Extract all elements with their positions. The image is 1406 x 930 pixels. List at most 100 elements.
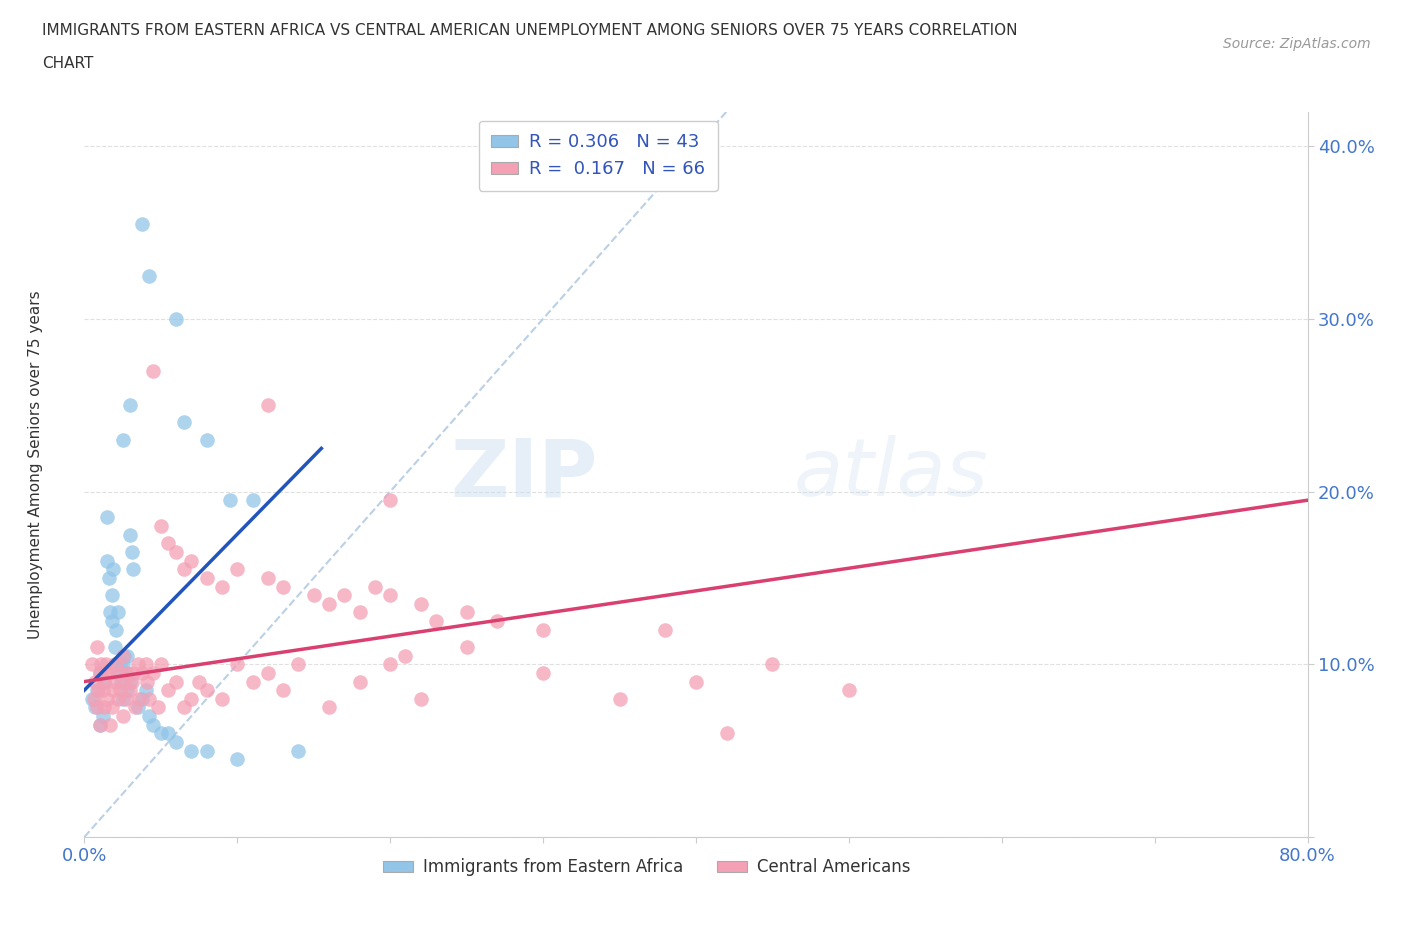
Point [84, 700, 107, 715]
Point [107, 666, 129, 681]
Point [149, 519, 172, 534]
Point [135, 657, 157, 671]
Legend: Immigrants from Eastern Africa, Central Americans: Immigrants from Eastern Africa, Central … [377, 852, 917, 883]
Point [89, 717, 111, 732]
Point [96, 691, 118, 706]
Point [115, 683, 138, 698]
Text: ZIP: ZIP [451, 435, 598, 513]
Point [180, 743, 202, 758]
Point [165, 545, 187, 560]
Point [302, 588, 325, 603]
Point [716, 726, 738, 741]
Point [112, 674, 135, 689]
Point [108, 657, 131, 671]
Point [107, 605, 129, 620]
Point [91, 683, 114, 698]
Point [89, 666, 111, 681]
Point [287, 743, 309, 758]
Point [142, 717, 165, 732]
Point [103, 562, 125, 577]
Point [380, 493, 402, 508]
Point [80, 657, 103, 671]
Text: IMMIGRANTS FROM EASTERN AFRICA VS CENTRAL AMERICAN UNEMPLOYMENT AMONG SENIORS OV: IMMIGRANTS FROM EASTERN AFRICA VS CENTRA… [42, 23, 1018, 38]
Point [318, 700, 340, 715]
Point [131, 666, 153, 681]
Text: Source: ZipAtlas.com: Source: ZipAtlas.com [1223, 37, 1371, 51]
Point [165, 674, 187, 689]
Point [96, 510, 118, 525]
Point [104, 657, 127, 671]
Point [110, 666, 132, 681]
Point [685, 674, 707, 689]
Point [138, 709, 160, 724]
Point [131, 217, 153, 232]
Point [122, 666, 145, 681]
Point [124, 700, 146, 715]
Point [486, 614, 509, 629]
Point [531, 666, 554, 681]
Point [146, 700, 169, 715]
Point [104, 640, 127, 655]
Point [111, 709, 134, 724]
Point [94, 657, 117, 671]
Point [135, 683, 157, 698]
Point [105, 622, 128, 637]
Point [114, 691, 136, 706]
Point [93, 674, 115, 689]
Point [226, 562, 249, 577]
Text: Unemployment Among Seniors over 75 years: Unemployment Among Seniors over 75 years [28, 291, 42, 639]
Point [394, 648, 416, 663]
Point [271, 683, 294, 698]
Point [349, 605, 371, 620]
Point [105, 657, 128, 671]
Point [157, 536, 180, 551]
Point [87, 683, 110, 698]
Point [654, 622, 676, 637]
Point [195, 570, 218, 585]
Point [96, 666, 118, 681]
Point [98, 717, 121, 732]
Point [165, 735, 187, 750]
Point [80, 691, 103, 706]
Point [257, 398, 280, 413]
Point [188, 674, 211, 689]
Point [257, 666, 280, 681]
Point [211, 579, 233, 594]
Point [128, 691, 150, 706]
Point [120, 398, 142, 413]
Point [97, 666, 120, 681]
Point [364, 579, 387, 594]
Point [89, 717, 111, 732]
Point [173, 562, 195, 577]
Point [380, 657, 402, 671]
Point [180, 691, 202, 706]
Point [138, 268, 160, 283]
Point [149, 726, 172, 741]
Point [115, 666, 138, 681]
Point [180, 553, 202, 568]
Point [242, 674, 264, 689]
Point [111, 648, 134, 663]
Point [257, 570, 280, 585]
Point [149, 657, 172, 671]
Point [101, 700, 124, 715]
Point [380, 588, 402, 603]
Point [86, 700, 108, 715]
Point [287, 657, 309, 671]
Point [157, 683, 180, 698]
Point [93, 700, 115, 715]
Point [98, 605, 121, 620]
Point [226, 751, 249, 766]
Point [114, 666, 136, 681]
Point [112, 648, 135, 663]
Point [91, 709, 114, 724]
Point [333, 588, 356, 603]
Point [84, 674, 107, 689]
Point [173, 700, 195, 715]
Text: atlas: atlas [794, 435, 988, 513]
Point [108, 683, 131, 698]
Point [211, 691, 233, 706]
Point [103, 683, 125, 698]
Point [195, 683, 218, 698]
Point [138, 691, 160, 706]
